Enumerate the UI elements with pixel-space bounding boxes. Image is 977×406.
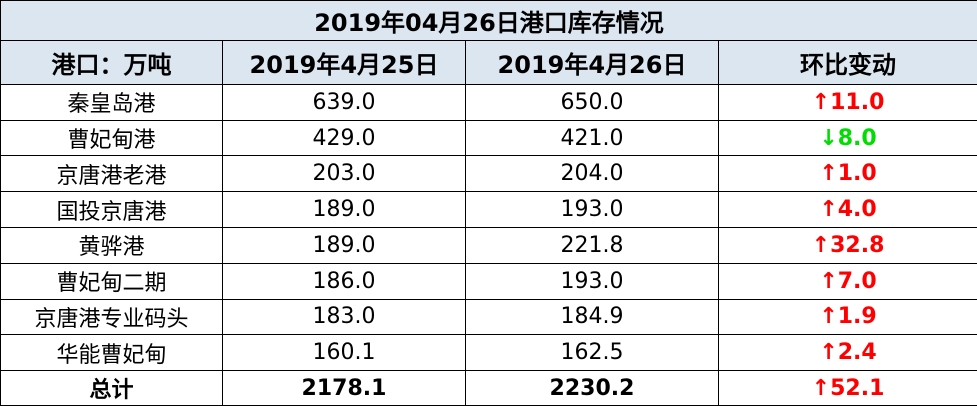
change-cell: ↑4.0: [717, 191, 977, 228]
port-cell: 华能曹妃甸: [0, 334, 223, 372]
data-row: 曹妃甸港 429.0 421.0 ↓8.0: [0, 119, 977, 157]
curr-cell: 162.5: [465, 334, 719, 372]
header-cell: 2019年4月25日: [222, 39, 466, 85]
data-row: 黄骅港 189.0 221.8 ↑32.8: [0, 226, 977, 264]
prev-cell: 429.0: [222, 119, 466, 157]
header-cell: 环比变动: [717, 39, 977, 85]
header-row: 港口：万吨 2019年4月25日 2019年4月26日 环比变动: [0, 39, 977, 85]
data-row: 京唐港老港 203.0 204.0 ↑1.0: [0, 155, 977, 193]
prev-cell: 189.0: [222, 226, 466, 264]
port-cell: 京唐港老港: [0, 155, 223, 193]
port-cell: 京唐港专业码头: [0, 298, 223, 336]
prev-cell: 186.0: [222, 262, 466, 300]
curr-cell: 2230.2: [465, 370, 719, 406]
data-row: 秦皇岛港 639.0 650.0 ↑11.0: [0, 83, 977, 121]
data-row: 国投京唐港 189.0 193.0 ↑4.0: [0, 191, 977, 228]
curr-cell: 650.0: [465, 83, 719, 121]
port-cell: 总计: [0, 370, 223, 406]
port-cell: 秦皇岛港: [0, 83, 223, 121]
data-row: 曹妃甸二期 186.0 193.0 ↑7.0: [0, 262, 977, 300]
change-cell: ↑32.8: [717, 226, 977, 264]
prev-cell: 639.0: [222, 83, 466, 121]
curr-cell: 184.9: [465, 298, 719, 336]
change-cell: ↑52.1: [717, 370, 977, 406]
prev-cell: 189.0: [222, 191, 466, 228]
data-row: 京唐港专业码头 183.0 184.9 ↑1.9: [0, 298, 977, 336]
port-cell: 黄骅港: [0, 226, 223, 264]
change-cell: ↓8.0: [717, 119, 977, 157]
total-row: 总计 2178.1 2230.2 ↑52.1: [0, 370, 977, 406]
curr-cell: 193.0: [465, 262, 719, 300]
port-cell: 国投京唐港: [0, 191, 223, 228]
change-cell: ↑1.9: [717, 298, 977, 336]
data-row: 华能曹妃甸 160.1 162.5 ↑2.4: [0, 334, 977, 372]
prev-cell: 203.0: [222, 155, 466, 193]
curr-cell: 204.0: [465, 155, 719, 193]
table-title: 2019年04月26日港口库存情况: [0, 0, 977, 41]
change-cell: ↑7.0: [717, 262, 977, 300]
prev-cell: 160.1: [222, 334, 466, 372]
change-cell: ↑2.4: [717, 334, 977, 372]
header-cell: 港口：万吨: [0, 39, 223, 85]
curr-cell: 221.8: [465, 226, 719, 264]
change-cell: ↑11.0: [717, 83, 977, 121]
prev-cell: 183.0: [222, 298, 466, 336]
header-cell: 2019年4月26日: [465, 39, 719, 85]
title-row: 2019年04月26日港口库存情况: [0, 0, 977, 41]
curr-cell: 421.0: [465, 119, 719, 157]
change-cell: ↑1.0: [717, 155, 977, 193]
port-cell: 曹妃甸港: [0, 119, 223, 157]
port-cell: 曹妃甸二期: [0, 262, 223, 300]
prev-cell: 2178.1: [222, 370, 466, 406]
curr-cell: 193.0: [465, 191, 719, 228]
